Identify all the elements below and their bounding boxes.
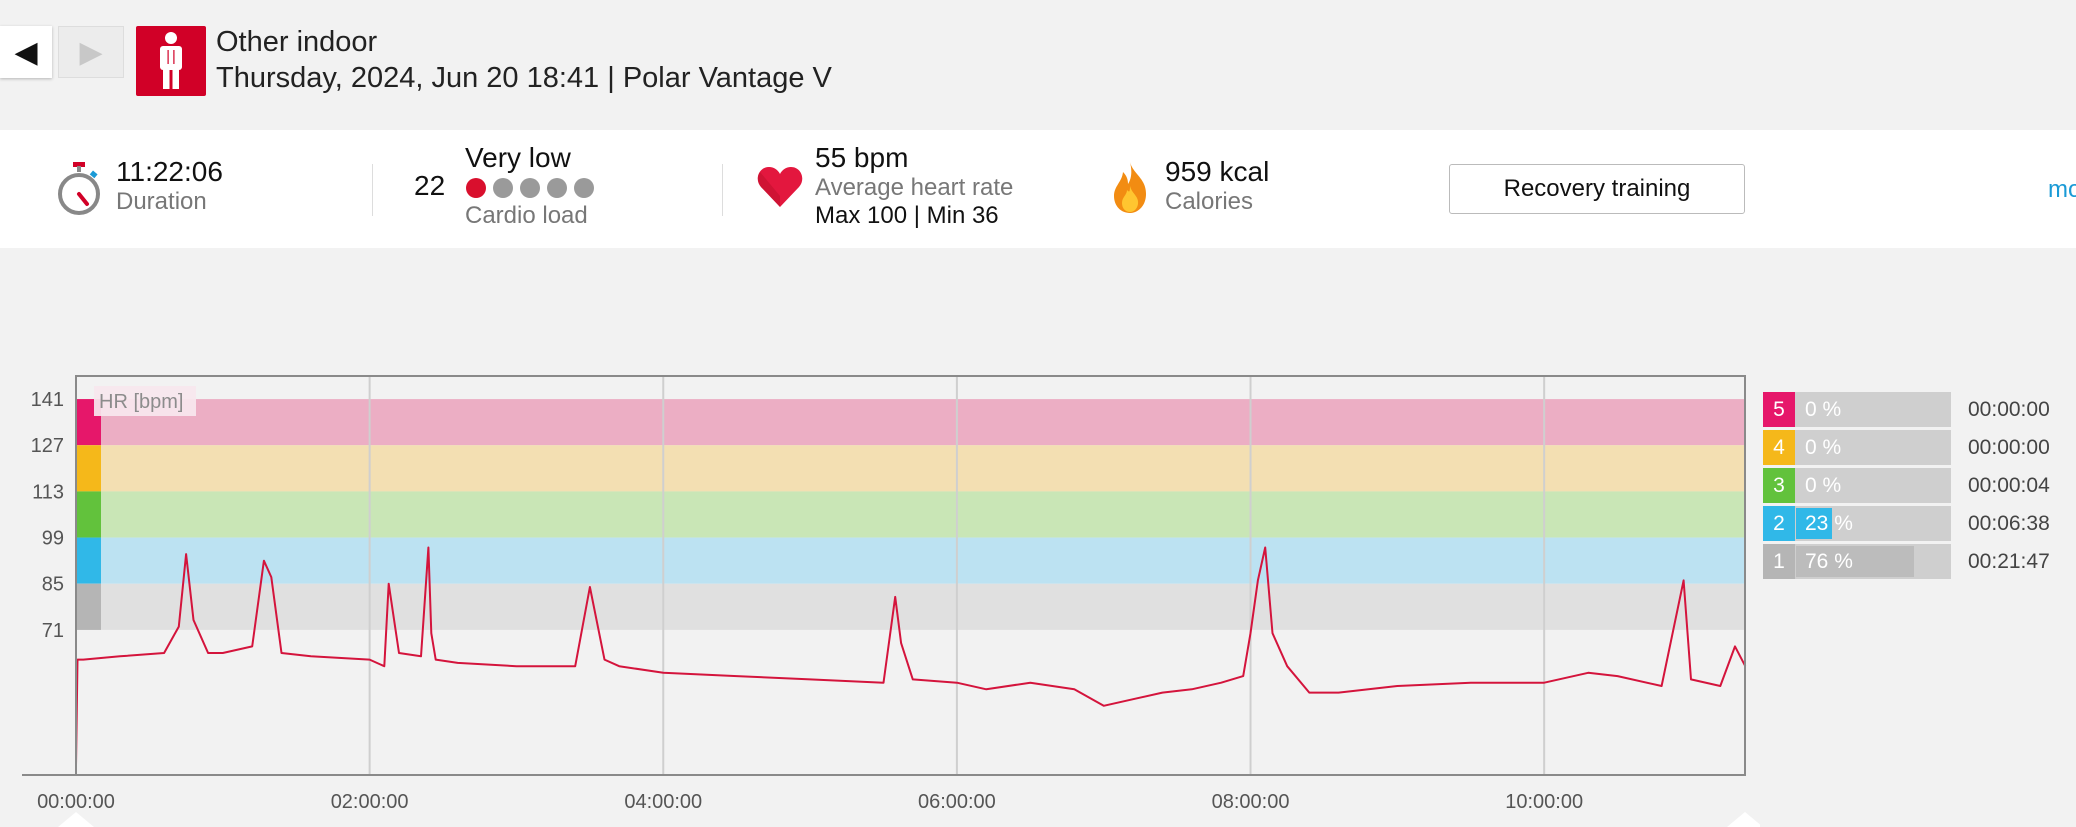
heart-icon — [757, 167, 803, 207]
zone-percent: 0 % — [1805, 474, 1842, 497]
y-tick-label: 141 — [31, 389, 64, 411]
next-button[interactable]: ▶ — [58, 26, 124, 78]
calories-label: Calories — [1165, 188, 1254, 215]
y-tick-label: 85 — [42, 574, 64, 596]
hr-max-min: Max 100 | Min 36 — [815, 202, 999, 229]
duration-label: Duration — [116, 188, 207, 215]
calories-value: 959 kcal — [1165, 156, 1270, 187]
load-dot — [493, 178, 513, 198]
zone-3-marker — [77, 491, 101, 538]
ylabel-box — [94, 386, 196, 416]
zone-2-band — [76, 537, 1745, 584]
x-tick-label: 10:00:00 — [1505, 791, 1583, 813]
divider — [722, 164, 723, 216]
divider — [372, 164, 373, 216]
cardio-load-value: 22 — [414, 170, 446, 201]
zone-percent: 0 % — [1805, 436, 1842, 459]
zone-3-row: 3 0 % — [1763, 468, 1951, 503]
zone-5-band — [76, 399, 1745, 446]
load-dot — [574, 178, 594, 198]
zone-percent: 23 % — [1805, 512, 1853, 535]
x-tick-label: 08:00:00 — [1212, 791, 1290, 813]
avg-hr-value: 55 bpm — [815, 142, 909, 173]
zone-4-row: 4 0 % — [1763, 430, 1951, 465]
stopwatch-icon — [58, 162, 100, 215]
sport-badge — [136, 26, 206, 96]
cardio-load-dots — [466, 178, 594, 198]
zone-4-marker — [77, 445, 101, 492]
range-end-handle — [1727, 812, 1760, 827]
session-date-device: Thursday, 2024, Jun 20 18:41 | Polar Van… — [216, 62, 832, 94]
zone-4-band — [76, 445, 1745, 492]
x-tick-label: 02:00:00 — [331, 791, 409, 813]
range-start-handle — [58, 812, 94, 827]
left-arrow-icon: ◀ — [14, 35, 38, 69]
hr-line — [75, 546, 1747, 766]
zone-time: 00:21:47 — [1968, 550, 2050, 573]
zone-1-band — [76, 583, 1745, 630]
previous-button[interactable]: ◀ — [0, 26, 52, 78]
zone-3-band — [76, 491, 1745, 538]
zone-1-row: 1 76 % — [1763, 544, 1951, 579]
duration-value: 11:22:06 — [116, 156, 223, 187]
avg-hr-label: Average heart rate — [815, 174, 1014, 201]
zone-percent: 76 % — [1805, 550, 1853, 573]
zone-5-row: 5 0 % — [1763, 392, 1951, 427]
flame-icon — [1114, 162, 1146, 213]
heart-rate-chart: 141 127 113 99 85 71 00:00:00 02:00:00 04:00:00 0… — [22, 375, 1760, 827]
more-link[interactable]: mo — [2048, 176, 2076, 203]
y-tick-label: 71 — [42, 620, 64, 642]
y-tick-label: 113 — [32, 481, 64, 503]
zone-2-marker — [77, 537, 101, 584]
load-dot — [547, 178, 567, 198]
summary-strip: 11:22:06 Duration 22 Very low Cardio loa… — [0, 130, 2076, 248]
zone-2-row: 2 23 % — [1763, 506, 1951, 541]
zone-percent: 0 % — [1805, 398, 1842, 421]
zone-number: 2 — [1763, 506, 1795, 541]
zone-number: 1 — [1763, 544, 1795, 579]
zone-time: 00:06:38 — [1968, 512, 2050, 535]
right-arrow-icon: ▶ — [79, 35, 103, 69]
zone-number: 3 — [1763, 468, 1795, 503]
zone-percent-bar — [1796, 546, 1914, 577]
load-dot — [520, 178, 540, 198]
zone-percent-bar — [1796, 508, 1832, 539]
load-dot — [466, 178, 486, 198]
zone-number: 5 — [1763, 392, 1795, 427]
cardio-load-level: Very low — [465, 142, 571, 173]
cardio-load-label: Cardio load — [465, 202, 588, 229]
y-axis-label: HR [bpm] — [99, 391, 183, 413]
zone-time: 00:00:04 — [1968, 474, 2050, 497]
x-tick-label: 04:00:00 — [624, 791, 702, 813]
zone-time: 00:00:00 — [1968, 436, 2050, 459]
sport-name: Other indoor — [216, 26, 378, 58]
zone-time: 00:00:00 — [1968, 398, 2050, 421]
y-tick-label: 99 — [42, 528, 64, 550]
y-tick-label: 127 — [31, 435, 64, 457]
training-benefit-button[interactable]: Recovery training — [1449, 164, 1745, 214]
x-tick-label: 06:00:00 — [918, 791, 996, 813]
x-tick-label: 00:00:00 — [37, 791, 115, 813]
zone-number: 4 — [1763, 430, 1795, 465]
zone-1-marker — [77, 583, 101, 630]
person-icon — [160, 32, 182, 89]
